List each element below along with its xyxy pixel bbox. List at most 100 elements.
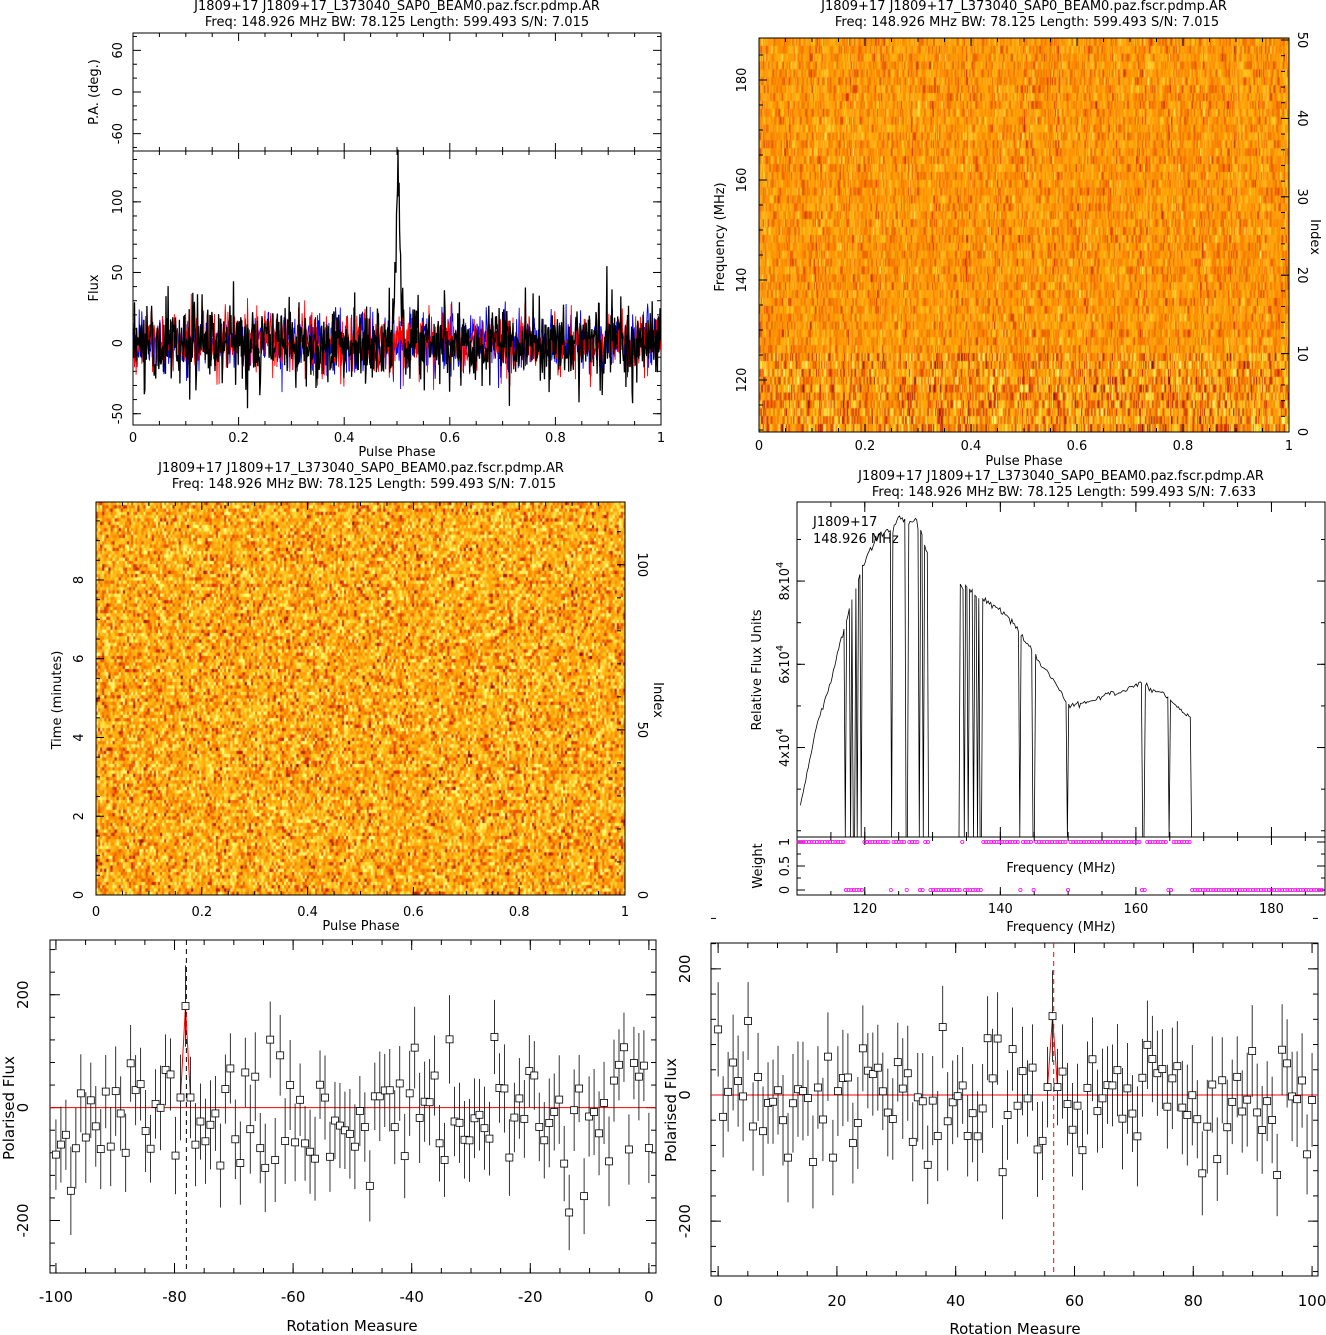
weight-marker [1105,840,1110,845]
data-point [1063,1100,1072,1108]
freq-phase-x-tick-label: 0.4 [961,439,982,454]
data-point [819,1115,827,1124]
data-point [520,1114,529,1123]
data-point [848,1139,857,1148]
data-point [729,1058,738,1067]
weight-marker [1153,840,1158,845]
data-point [644,1144,653,1152]
weight-marker [838,840,843,845]
bandpass-x-tick-label: 160 [1123,902,1148,917]
data-point [938,1023,947,1031]
data-point [57,1140,65,1149]
data-point [1088,1055,1097,1064]
data-point [1128,1109,1137,1118]
weight-marker [1232,888,1237,893]
weight-marker [949,888,954,893]
data-point [121,1148,130,1157]
weight-marker [1224,888,1229,893]
data-point [903,1069,912,1078]
weight-marker [899,840,904,845]
data-point [784,1153,792,1162]
weight-marker [991,840,996,845]
time-phase-y2label: Index [650,682,665,718]
flux-axis-label: Flux [87,274,102,301]
data-point [1278,1045,1287,1054]
weight-marker [915,840,920,845]
data-point [101,1087,110,1096]
data-point [1173,1062,1182,1071]
weight-marker [798,840,803,845]
data-point [201,1137,210,1146]
weight-marker [968,888,973,893]
data-point [231,1135,240,1144]
time-phase-index-tick-label: 50 [634,722,649,739]
weight-marker [973,888,978,893]
weight-marker [1288,888,1293,893]
weight-marker [820,840,825,845]
data-point [585,1112,593,1121]
pa-y-tick-label: 0 [111,88,126,96]
data-point [1213,1155,1222,1164]
weight-marker [907,840,912,845]
time-phase-x-tick-label: 1 [621,905,629,920]
data-point [853,1119,862,1127]
data-point [236,1159,245,1167]
rm-pos-x-tick-label: 0 [713,1292,723,1310]
weight-marker [1161,840,1166,845]
data-point [286,1081,295,1089]
data-point [1223,1123,1232,1132]
data-point [834,1087,842,1096]
weight-marker [1100,840,1105,845]
weight-marker [997,840,1002,845]
weight-marker [1034,840,1039,845]
data-point [535,1123,544,1131]
data-point [1188,1091,1197,1100]
weight-marker [1052,840,1057,845]
profile-x-tick-label: 0 [129,431,137,446]
data-point [1143,1040,1152,1049]
bandpass-legend-source: J1809+17 [812,515,877,530]
data-point [365,1181,374,1190]
weight-marker [1087,840,1092,845]
data-point [1238,1107,1247,1116]
data-point [789,1099,797,1108]
weight-marker [1229,888,1234,893]
time-phase-x-tick-label: 0.8 [509,905,530,920]
data-point [86,1096,95,1105]
weight-marker [1023,840,1028,845]
data-point [151,1099,160,1108]
rm-neg-x-tick-label: 0 [644,1288,654,1306]
data-point [241,1068,250,1077]
weight-marker [1166,888,1171,893]
bandpass-ylabel: Relative Flux Units [750,609,765,730]
weight-marker [970,888,975,893]
weight-marker [870,840,875,845]
weight-marker [1261,888,1266,893]
weight-marker [1248,888,1253,893]
bandpass-y-tick-label: 8x104 [775,562,793,601]
weight-marker [1192,888,1197,893]
rm-pos-xlabel: Rotation Measure [949,1320,1080,1335]
data-point [829,1153,837,1162]
weight-marker [978,888,983,893]
weight-marker [1139,888,1144,893]
weight-marker [931,888,936,893]
weight-marker [1245,888,1250,893]
weight-marker [1221,888,1226,893]
weight-marker [812,840,817,845]
bandpass-title: J1809+17 J1809+17_L373040_SAP0_BEAM0.paz… [857,469,1264,484]
weight-marker [825,840,830,845]
profile-x-tick-label: 1 [657,431,665,446]
data-point [804,1094,812,1102]
weight-marker [984,840,989,845]
weight-marker [1272,888,1277,893]
weight-marker [1298,888,1303,893]
weight-marker [1028,840,1033,845]
profile-subtitle: Freq: 148.926 MHz BW: 78.125 Length: 599… [205,15,589,30]
weight-marker [1042,840,1047,845]
weight-marker [883,840,888,845]
weight-marker [962,888,967,893]
weight-marker [1081,840,1086,845]
flux-y-tick-label: 0 [111,339,126,347]
weight-marker [1013,840,1018,845]
